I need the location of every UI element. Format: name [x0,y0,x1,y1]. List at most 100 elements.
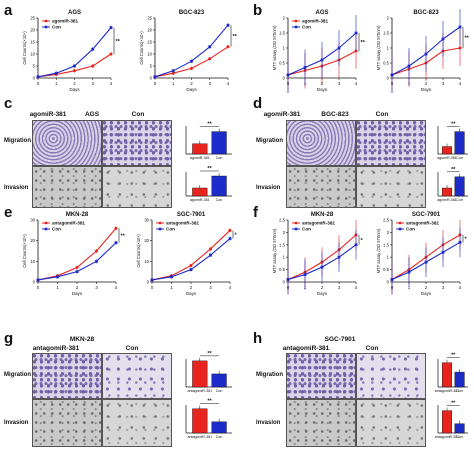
data-point [91,64,95,68]
data-point [171,71,175,75]
x-tick-label: 1 [304,285,307,290]
y-tick-label: 0.5 [383,61,389,66]
bar-chart-c-migration: agomiR-381 Con ** [185,122,232,160]
legend-label: Con [166,227,175,232]
data-point [441,37,445,41]
chart-title: SGC-7901 [177,212,206,218]
data-point [73,64,76,68]
x-tick-label: 1 [408,81,411,86]
data-point [109,52,113,56]
bar-category-label: Con [456,435,463,439]
y-axis-label: MTT assay (OD 570nm) [376,228,381,273]
y-tick-label: 1.5 [383,31,389,36]
panel-g-col-con: Con [125,345,139,352]
panel-c-col-treat: agomiR-381 [29,111,67,118]
chart-f-right: SGC-7901 0 0.5 1 1.5 2 2.5 0 1 2 3 4 Days MTT assay (… [376,212,468,296]
data-point [150,278,154,282]
data-point [190,66,193,70]
bar-sig-marker: ** [207,166,212,172]
y-axis-label: Cell Counts(×10⁴) [22,234,27,268]
data-point [390,278,394,281]
chart-a-left: AGS 0 5 10 15 20 25 0 1 2 3 4 Days Cell Counts(×10⁴) *… [22,10,121,92]
series-line-con [151,238,231,281]
x-tick-label: 4 [355,81,358,86]
bar-category-label: antagomiR-381 [435,389,460,393]
sig-marker: ** [465,36,470,42]
data-point [190,59,193,63]
y-tick-label: 2 [387,230,390,235]
x-tick-label: 2 [73,81,76,86]
y-tick-label: 20 [144,238,149,243]
bar-sig-marker: ** [451,353,456,359]
data-point [441,250,445,254]
x-axis-label: Days [186,291,197,296]
y-tick-label: 25 [147,16,152,21]
data-point [303,273,307,276]
panel-d-title: BGC-823 [321,111,349,118]
data-point [36,75,40,79]
legend-label: antagomiR-381 [406,221,439,226]
legend-label: agomiR-381 [52,19,78,24]
x-tick-label: 4 [227,81,230,86]
panel-letter-b: b [253,2,263,19]
x-axis-label: Days [186,87,197,92]
x-axis-label: Days [421,87,432,92]
data-point [75,270,79,274]
y-tick-label: 0.5 [383,267,389,272]
panel-letter-h: h [253,330,263,347]
y-tick-label: 20 [147,28,152,33]
x-tick-label: 0 [287,81,290,86]
x-tick-label: 3 [338,81,341,86]
legend-marker [398,227,402,231]
panel-letter-c: c [4,95,13,112]
panel-d-col-treat: agomiR-381 [263,111,301,118]
micrograph-c-migration-treat [32,120,102,166]
data-point [95,259,98,263]
x-tick-label: 1 [172,81,175,86]
legend-label: antagomiR-381 [52,221,85,226]
bar-category-label: agomiR-381 [190,156,210,160]
x-axis-label: Days [317,87,328,92]
y-tick-label: 10 [30,52,35,57]
panel-h-col-treat: antagomiR-381 [282,345,330,352]
panel-h-row-migration: Migration [256,372,283,378]
micrograph-g-invasion-con [102,399,172,447]
x-tick-label: 0 [287,285,290,290]
bar-sig-marker: ** [451,122,456,128]
legend-label: Con [302,25,311,30]
y-tick-label: 2 [387,16,390,21]
data-point [354,243,358,247]
bar-chart-g-migration: antagomiR-381 Con ** [185,351,232,393]
data-point [320,265,324,269]
sig-marker: ** [121,234,126,240]
bar-category-label: Con [456,389,463,393]
bar-con [454,423,465,434]
sig-marker: * [361,238,364,244]
data-point [209,253,212,257]
micrograph-h-migration-treat [286,353,356,399]
bar-category-label: Con [216,156,223,160]
micrograph-c-migration-con [102,120,172,166]
data-point [228,237,232,240]
micrograph-g-migration-treat [32,353,102,399]
bar-treat [441,187,453,197]
data-point [458,240,462,244]
legend-marker [398,221,402,225]
data-point [226,23,230,27]
data-point [153,75,157,79]
sig-marker: * [235,232,238,238]
data-point [95,249,98,253]
legend-label: antagomiR-381 [166,221,199,226]
y-tick-label: 15 [30,40,35,45]
bar-category-label: agomiR-381 [437,198,457,202]
y-tick-label: 30 [30,218,35,223]
bar-con [211,131,227,155]
bar-con [211,421,227,434]
panel-c-title: AGS [84,111,100,118]
chart-b-left: AGS 0 0.5 1 1.5 2 0 1 2 3 4 Days MTT assay (OD 570nm… [272,10,366,93]
chart-e-right: SGC-7901 0 10 20 30 0 1 2 3 4 Days Cell Counts(×10⁴… [136,212,238,296]
bar-chart-d-migration: agomiR-381 Con ** [437,122,468,160]
bar-sig-marker: ** [207,399,212,405]
